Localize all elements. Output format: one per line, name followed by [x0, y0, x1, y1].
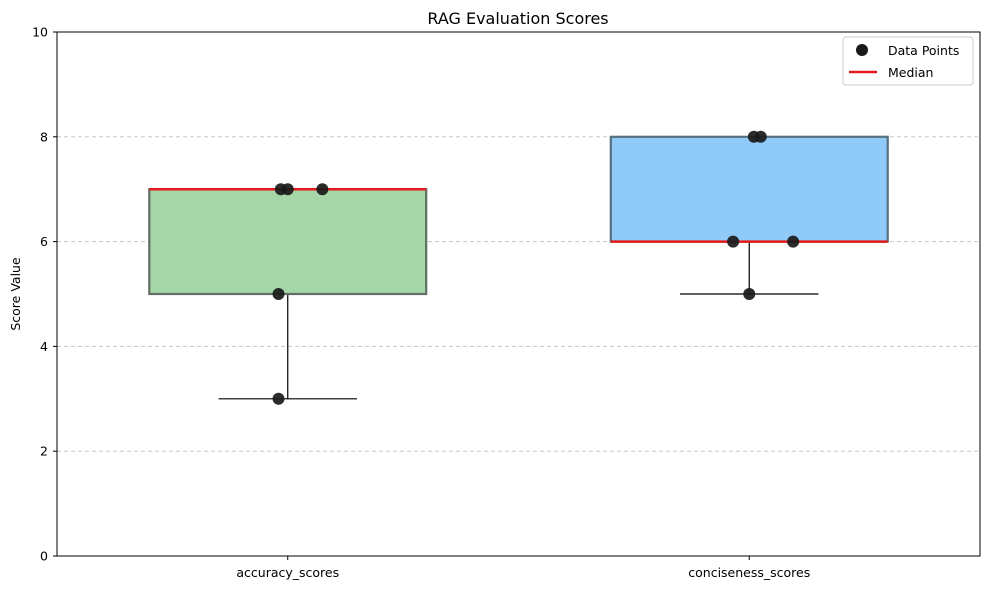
data-point [754, 130, 767, 143]
y-tick-label: 2 [40, 444, 48, 459]
chart-title: RAG Evaluation Scores [427, 9, 608, 28]
box-group [148, 187, 428, 400]
data-point [272, 392, 285, 405]
y-tick-label: 4 [40, 339, 48, 354]
plot-frame [56, 31, 981, 557]
legend-label-median: Median [888, 65, 933, 80]
x-tick-label: accuracy_scores [236, 565, 339, 580]
y-tick-label: 10 [32, 25, 48, 40]
box-body [609, 135, 889, 243]
legend-marker-data-points [856, 44, 868, 56]
data-points [272, 130, 800, 405]
y-tick-label: 6 [40, 234, 48, 249]
box-group [609, 135, 889, 295]
data-point [787, 235, 800, 248]
x-tick-label: conciseness_scores [688, 565, 810, 580]
data-point [316, 183, 329, 196]
y-axis-label: Score Value [8, 257, 23, 331]
data-point [272, 288, 285, 300]
data-point [727, 235, 740, 248]
data-point [743, 288, 756, 300]
y-tick-label: 0 [40, 549, 48, 564]
legend-label-data-points: Data Points [888, 43, 959, 58]
box-body [148, 188, 428, 296]
y-axis-ticks: 0 2 4 6 8 10 [32, 25, 57, 564]
boxes [148, 135, 889, 400]
x-axis-ticks: accuracy_scores conciseness_scores [236, 556, 810, 580]
legend: Data Points Median [842, 36, 974, 86]
y-tick-label: 8 [40, 129, 48, 144]
data-point [281, 183, 294, 196]
